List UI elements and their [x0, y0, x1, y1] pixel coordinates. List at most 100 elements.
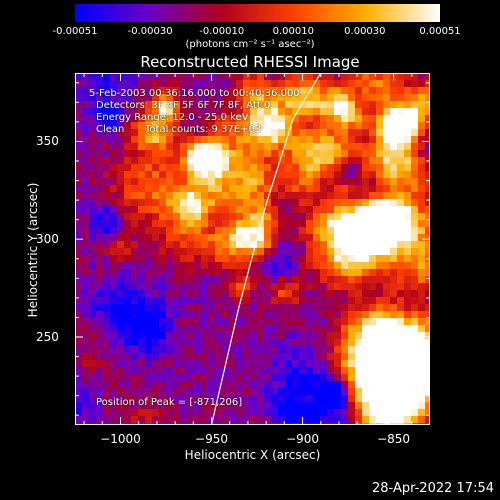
heatmap-cell	[341, 353, 349, 361]
heatmap-cell	[341, 136, 349, 144]
heatmap-cell	[264, 325, 272, 333]
heatmap-cell	[180, 332, 188, 340]
heatmap-cell	[292, 297, 300, 305]
heatmap-cell	[208, 136, 216, 144]
heatmap-cell	[152, 360, 160, 368]
heatmap-cell	[152, 318, 160, 326]
heatmap-cell	[131, 164, 139, 172]
heatmap-cell	[334, 283, 342, 291]
heatmap-cell	[159, 143, 167, 151]
heatmap-cell	[369, 150, 377, 158]
heatmap-cell	[243, 80, 251, 88]
heatmap-plot	[75, 73, 430, 425]
heatmap-cell	[75, 276, 83, 284]
heatmap-cell	[131, 248, 139, 256]
heatmap-cell	[320, 122, 328, 130]
heatmap-cell	[320, 325, 328, 333]
heatmap-cell	[201, 164, 209, 172]
heatmap-cell	[397, 402, 405, 410]
heatmap-cell	[285, 143, 293, 151]
heatmap-cell	[362, 136, 370, 144]
heatmap-cell	[138, 262, 146, 270]
heatmap-cell	[299, 185, 307, 193]
heatmap-cell	[243, 248, 251, 256]
heatmap-cell	[215, 311, 223, 319]
heatmap-cell	[152, 409, 160, 417]
heatmap-cell	[208, 87, 216, 95]
heatmap-cell	[355, 283, 363, 291]
heatmap-cell	[229, 129, 237, 137]
heatmap-cell	[411, 192, 419, 200]
heatmap-cell	[383, 213, 391, 221]
heatmap-cell	[411, 143, 419, 151]
heatmap-cell	[362, 220, 370, 228]
heatmap-cell	[152, 136, 160, 144]
heatmap-cell	[201, 241, 209, 249]
heatmap-cell	[187, 297, 195, 305]
heatmap-cell	[187, 206, 195, 214]
x-tick-label: −900	[286, 432, 320, 446]
heatmap-cell	[264, 122, 272, 130]
heatmap-cell	[138, 94, 146, 102]
heatmap-cell	[397, 234, 405, 242]
heatmap-cell	[173, 388, 181, 396]
heatmap-cell	[110, 339, 118, 347]
heatmap-cell	[418, 122, 426, 130]
heatmap-cell	[138, 164, 146, 172]
heatmap-cell	[327, 185, 335, 193]
heatmap-cell	[117, 171, 125, 179]
heatmap-cell	[341, 374, 349, 382]
heatmap-cell	[229, 234, 237, 242]
heatmap-cell	[278, 248, 286, 256]
heatmap-cell	[355, 192, 363, 200]
heatmap-cell	[222, 129, 230, 137]
heatmap-cell	[201, 304, 209, 312]
heatmap-cell	[110, 87, 118, 95]
heatmap-cell	[180, 353, 188, 361]
heatmap-cell	[306, 101, 314, 109]
heatmap-cell	[159, 206, 167, 214]
heatmap-cell	[411, 164, 419, 172]
heatmap-cell	[397, 311, 405, 319]
heatmap-cell	[425, 185, 430, 193]
heatmap-cell	[194, 136, 202, 144]
heatmap-cell	[145, 248, 153, 256]
heatmap-cell	[138, 269, 146, 277]
heatmap-cell	[376, 234, 384, 242]
heatmap-cell	[383, 199, 391, 207]
solar-limb-line	[210, 73, 322, 425]
heatmap-cell	[236, 129, 244, 137]
heatmap-cell	[208, 276, 216, 284]
heatmap-cell	[355, 241, 363, 249]
heatmap-cell	[187, 136, 195, 144]
heatmap-cell	[376, 164, 384, 172]
heatmap-cell	[208, 269, 216, 277]
heatmap-cell	[320, 220, 328, 228]
heatmap-cell	[418, 374, 426, 382]
heatmap-cell	[285, 402, 293, 410]
heatmap-cell	[103, 388, 111, 396]
heatmap-cell	[411, 241, 419, 249]
heatmap-cell	[355, 416, 363, 424]
heatmap-cell	[362, 129, 370, 137]
heatmap-cell	[271, 374, 279, 382]
heatmap-cell	[425, 374, 430, 382]
heatmap-cell	[222, 346, 230, 354]
annotation-time-range: 5-Feb-2003 00:36:16.000 to 00:40:36.000	[89, 88, 300, 99]
heatmap-cell	[348, 157, 356, 165]
heatmap-cell	[215, 213, 223, 221]
heatmap-cell	[96, 402, 104, 410]
heatmap-cell	[299, 136, 307, 144]
heatmap-cell	[236, 220, 244, 228]
heatmap-cell	[75, 388, 83, 396]
heatmap-cell	[152, 220, 160, 228]
heatmap-cell	[362, 353, 370, 361]
heatmap-cell	[96, 199, 104, 207]
heatmap-cell	[390, 129, 398, 137]
heatmap-cell	[215, 73, 223, 81]
heatmap-cell	[89, 276, 97, 284]
heatmap-cell	[376, 192, 384, 200]
heatmap-cell	[418, 178, 426, 186]
heatmap-cell	[222, 311, 230, 319]
heatmap-cell	[131, 353, 139, 361]
